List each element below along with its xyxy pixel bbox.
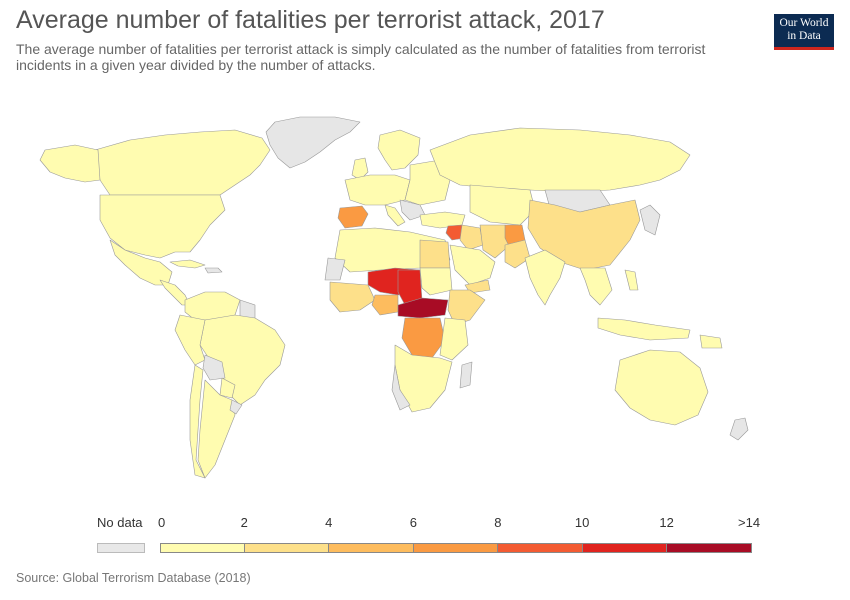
central-asia xyxy=(469,184,536,226)
world-map xyxy=(39,116,749,479)
nigeria xyxy=(371,294,399,316)
east-africa xyxy=(439,317,469,361)
pakistan xyxy=(504,239,531,269)
legend-bin[interactable] xyxy=(667,543,752,553)
legend-tick-label: 2 xyxy=(240,515,248,530)
italy xyxy=(384,204,406,227)
chart-title: Average number of fatalities per terrori… xyxy=(16,6,605,34)
legend-tick-label: >14 xyxy=(738,515,761,530)
philippines xyxy=(624,269,639,291)
india xyxy=(524,249,566,306)
scandinavia xyxy=(377,129,421,171)
argentina xyxy=(197,379,236,479)
angola-namibia xyxy=(391,364,411,411)
legend-bin[interactable] xyxy=(329,543,414,553)
spain xyxy=(337,205,369,229)
legend-bin[interactable] xyxy=(160,543,245,553)
korea-japan xyxy=(639,204,661,236)
legend-bin[interactable] xyxy=(244,543,330,553)
new-zealand xyxy=(729,417,749,441)
car-south-sudan xyxy=(397,297,449,319)
alaska xyxy=(39,144,101,183)
cuba xyxy=(169,259,206,269)
chart-subtitle: The average number of fatalities per ter… xyxy=(16,41,706,73)
sudan xyxy=(419,267,453,296)
canada xyxy=(94,129,271,196)
hispaniola xyxy=(204,267,223,274)
png xyxy=(699,334,723,349)
iraq xyxy=(459,224,484,251)
uruguay xyxy=(229,399,243,415)
legend-tick-label: 12 xyxy=(659,515,674,530)
indonesia xyxy=(597,317,691,341)
legend-tick-label: 0 xyxy=(158,515,166,530)
drc xyxy=(401,317,446,359)
west-africa xyxy=(329,281,376,313)
legend-bin[interactable] xyxy=(582,543,668,553)
ethiopia-somalia xyxy=(447,289,486,326)
logo-line-2: in Data xyxy=(787,30,821,42)
iran xyxy=(479,224,511,259)
guianas xyxy=(239,299,256,319)
balkans xyxy=(399,199,426,221)
paraguay xyxy=(219,377,236,399)
russia xyxy=(429,127,691,193)
chile xyxy=(189,364,206,479)
legend-tick-label: 10 xyxy=(574,515,590,530)
source-note[interactable]: Source: Global Terrorism Database (2018) xyxy=(16,571,251,585)
libya-egypt xyxy=(419,239,451,269)
legend-no-data-swatch[interactable] xyxy=(97,543,145,553)
usa xyxy=(99,194,226,259)
australia xyxy=(614,349,709,426)
madagascar xyxy=(459,361,473,389)
greenland xyxy=(265,116,361,169)
legend-bin[interactable] xyxy=(498,543,583,553)
legend-tick-label: 6 xyxy=(409,515,417,530)
bolivia xyxy=(202,354,226,381)
legend-bin[interactable] xyxy=(413,543,499,553)
saudi-arabia xyxy=(449,244,496,286)
legend-tick-label: 8 xyxy=(494,515,502,530)
legend-tick-label: 4 xyxy=(325,515,333,530)
logo-line-1: Our World xyxy=(779,17,829,29)
legend-no-data-label: No data xyxy=(97,515,143,530)
china xyxy=(527,199,641,271)
western-sahara xyxy=(324,257,346,281)
southeast-asia xyxy=(579,267,613,306)
peru xyxy=(174,314,206,366)
owid-logo[interactable]: Our World in Data xyxy=(774,14,834,50)
